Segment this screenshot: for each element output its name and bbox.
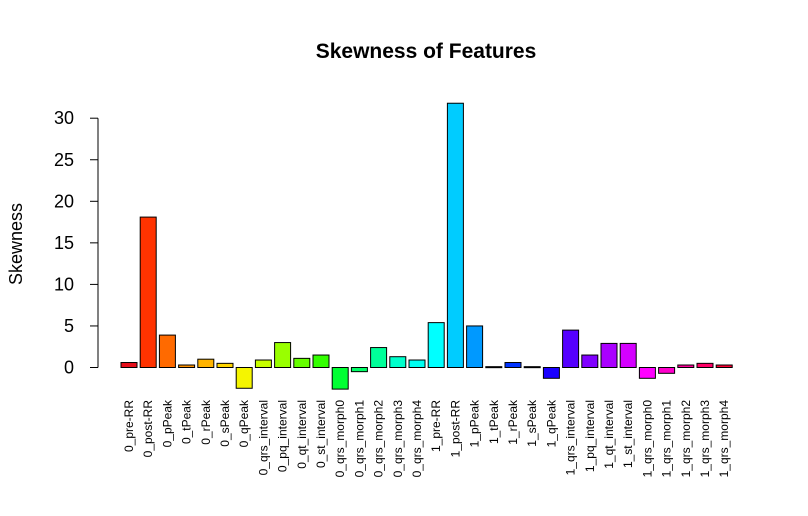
y-tick-label: 15: [54, 233, 74, 253]
bar-0-qrs-interval: [254, 359, 272, 368]
x-tick-label: 0_st_interval: [314, 400, 328, 468]
x-tick-labels: 0_pre-RR 0_post-RR 0_pPeak 0_tPeak 0_rPeak 0_…: [122, 399, 731, 477]
bar-1-tpeak: [485, 366, 503, 369]
x-tick-label: 0_qrs_morph3: [391, 400, 405, 478]
bar-1-ppeak: [466, 325, 484, 369]
bar-0-ppeak: [158, 334, 176, 369]
y-tick-label: 10: [54, 274, 74, 294]
x-tick-label: 1_tPeak: [487, 399, 501, 444]
x-tick-label: 1_pre-RR: [429, 400, 443, 452]
bar-0-rpeak: [197, 358, 215, 369]
bar-0-st-interval: [312, 354, 330, 369]
bar-1-speak: [523, 366, 541, 369]
x-tick-label: 1_qrs_morph2: [679, 400, 693, 478]
y-axis-label: Skewness: [6, 203, 26, 285]
x-tick-label: 1_qt_interval: [602, 400, 616, 469]
x-tick-label: 0_post-RR: [141, 400, 155, 458]
y-axis: 0 5 10 15 20 25 30: [54, 108, 99, 378]
bars-group: [120, 102, 733, 390]
y-tick-label: 0: [64, 358, 74, 378]
bar-0-qrs-morph2: [370, 347, 388, 368]
x-tick-label: 0_qrs_morph2: [372, 400, 386, 478]
bar-1-qt-interval: [600, 342, 618, 369]
bar-0-speak: [216, 362, 234, 369]
bar-0-qrs-morph3: [389, 356, 407, 368]
x-tick-label: 1_rPeak: [506, 399, 520, 445]
x-tick-label: 0_qPeak: [237, 399, 251, 447]
bar-0-pq-interval: [274, 342, 292, 369]
x-tick-label: 0_pre-RR: [122, 400, 136, 452]
x-tick-label: 0_rPeak: [199, 399, 213, 445]
x-tick-label: 0_sPeak: [218, 399, 232, 447]
x-tick-label: 0_pPeak: [160, 399, 174, 447]
x-tick-label: 0_pq_interval: [276, 400, 290, 472]
bar-1-rpeak: [504, 362, 522, 369]
x-tick-label: 0_qrs_morph1: [352, 400, 366, 478]
bar-1-post-rr: [446, 102, 464, 368]
bar-1-qrs-interval: [562, 329, 580, 369]
x-tick-label: 0_qt_interval: [295, 400, 309, 469]
y-tick-label: 20: [54, 191, 74, 211]
bar-0-qpeak: [235, 367, 253, 389]
bar-1-qpeak: [542, 367, 560, 379]
bar-1-qrs-morph1: [658, 367, 676, 374]
x-tick-label: 1_qrs_morph4: [717, 400, 731, 478]
x-tick-label: 1_pPeak: [468, 399, 482, 447]
bar-0-qrs-morph0: [331, 367, 349, 390]
x-tick-label: 1_qrs_interval: [564, 400, 578, 475]
bar-1-st-interval: [619, 342, 637, 369]
chart-title: Skewness of Features: [316, 40, 537, 63]
bar-1-qrs-morph2: [677, 364, 695, 368]
y-tick-label: 5: [64, 316, 74, 336]
x-tick-label: 0_qrs_interval: [256, 400, 270, 475]
bar-0-post-rr: [139, 216, 157, 368]
x-tick-label: 1_post-RR: [448, 400, 462, 458]
bar-1-pre-rr: [427, 322, 445, 369]
x-tick-label: 1_sPeak: [525, 399, 539, 447]
bar-1-qrs-morph0: [638, 367, 656, 379]
bar-1-qrs-morph3: [696, 362, 714, 369]
x-tick-label: 0_tPeak: [180, 399, 194, 444]
bar-1-qrs-morph4: [715, 364, 733, 368]
bar-0-tpeak: [178, 364, 196, 368]
x-tick-label: 1_qPeak: [544, 399, 558, 447]
x-tick-label: 1_pq_interval: [583, 400, 597, 472]
bar-0-qrs-morph1: [350, 367, 368, 373]
bar-0-qrs-morph4: [408, 359, 426, 368]
x-tick-label: 1_qrs_morph1: [660, 400, 674, 478]
x-tick-label: 0_qrs_morph0: [333, 400, 347, 478]
x-tick-label: 1_qrs_morph0: [640, 400, 654, 478]
y-tick-label: 25: [54, 150, 74, 170]
x-tick-label: 1_qrs_morph3: [698, 400, 712, 478]
bar-0-qt-interval: [293, 357, 311, 369]
bar-0-pre-rr: [120, 362, 138, 369]
bar-1-pq-interval: [581, 354, 599, 369]
x-tick-label: 0_qrs_morph4: [410, 400, 424, 478]
x-tick-label: 1_st_interval: [621, 400, 635, 468]
y-tick-label: 30: [54, 108, 74, 128]
